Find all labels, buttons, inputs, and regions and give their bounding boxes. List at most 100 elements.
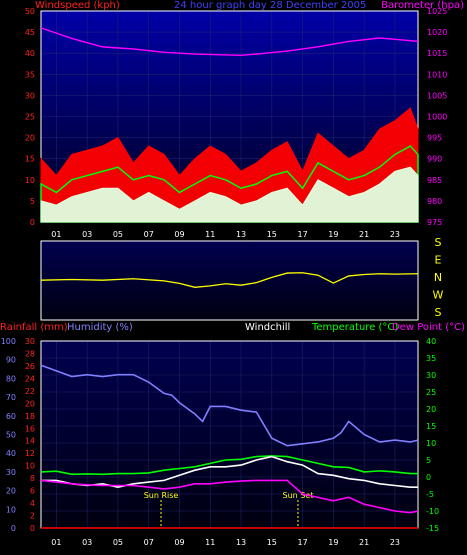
y-tick-rain: 20 bbox=[25, 399, 35, 408]
y-tick-right: 1025 bbox=[427, 7, 447, 16]
x-tick-label: 03 bbox=[82, 230, 92, 239]
y-tick-humidity: 90 bbox=[6, 356, 16, 365]
y-tick-temp: 0 bbox=[426, 473, 431, 482]
y-tick-right: 980 bbox=[427, 197, 442, 206]
y-tick-rain: 12 bbox=[25, 449, 35, 458]
sun-marker-label: Sun Set bbox=[283, 491, 314, 500]
legend-rainfall: Rainfall (mm) bbox=[0, 322, 68, 333]
y-tick-humidity: 60 bbox=[6, 412, 16, 421]
y-tick-left: 10 bbox=[25, 176, 35, 185]
y-tick-right: 990 bbox=[427, 155, 442, 164]
series-line-humidity bbox=[40, 364, 419, 447]
y-tick-right: 1015 bbox=[427, 49, 447, 58]
y-tick-temp: 30 bbox=[426, 371, 436, 380]
x-tick-label: 01 bbox=[51, 230, 61, 239]
y-tick-temp: 20 bbox=[426, 405, 436, 414]
x-tick-label: 23 bbox=[390, 538, 400, 547]
direction-tick: N bbox=[434, 271, 442, 284]
x-tick-label: 19 bbox=[328, 538, 338, 547]
x-tick-label: 03 bbox=[82, 538, 92, 547]
y-tick-temp: -10 bbox=[426, 507, 439, 516]
legend-windchill: Windchill bbox=[245, 322, 290, 333]
x-tick-label: 15 bbox=[267, 230, 277, 239]
y-tick-left: 20 bbox=[25, 134, 35, 143]
series-line-direction bbox=[40, 272, 419, 288]
y-tick-humidity: 70 bbox=[6, 393, 16, 402]
x-tick-label: 13 bbox=[236, 230, 246, 239]
y-tick-right: 975 bbox=[427, 218, 442, 227]
plot-area-climate bbox=[41, 341, 418, 528]
y-axis-label-left: Windspeed (kph) bbox=[35, 0, 120, 11]
y-tick-left: 15 bbox=[25, 155, 35, 164]
y-tick-left: 50 bbox=[25, 7, 35, 16]
y-tick-rain: 14 bbox=[25, 437, 35, 446]
y-tick-temp: 25 bbox=[426, 388, 436, 397]
x-tick-label: 21 bbox=[359, 538, 369, 547]
series-line-windchill bbox=[41, 455, 418, 489]
legend-temperature: Temperature (°C) bbox=[311, 322, 398, 333]
series-line-barometer bbox=[40, 27, 419, 57]
y-tick-left: 0 bbox=[30, 218, 35, 227]
y-tick-rain: 16 bbox=[25, 424, 35, 433]
y-axis-label-right: Barometer (hpa) bbox=[381, 0, 464, 11]
y-tick-humidity: 100 bbox=[1, 337, 16, 346]
y-tick-temp: 10 bbox=[426, 439, 436, 448]
x-tick-label: 13 bbox=[236, 538, 246, 547]
direction-tick: S bbox=[435, 306, 442, 319]
y-tick-rain: 18 bbox=[25, 412, 35, 421]
y-tick-humidity: 0 bbox=[11, 524, 16, 533]
series-line-dew-point bbox=[40, 479, 419, 514]
y-tick-humidity: 80 bbox=[6, 374, 16, 383]
direction-tick: W bbox=[433, 289, 444, 302]
x-tick-label: 15 bbox=[267, 538, 277, 547]
y-tick-humidity: 40 bbox=[6, 449, 16, 458]
y-tick-humidity: 30 bbox=[6, 468, 16, 477]
x-tick-label: 05 bbox=[113, 230, 123, 239]
x-tick-label: 07 bbox=[144, 538, 154, 547]
y-tick-temp: 35 bbox=[426, 354, 436, 363]
y-tick-left: 45 bbox=[25, 28, 35, 37]
y-tick-humidity: 50 bbox=[6, 431, 16, 440]
x-tick-label: 09 bbox=[174, 230, 184, 239]
legend-dewpoint: Dew Point (°C) bbox=[392, 322, 465, 333]
legend-humidity: Humidity (%) bbox=[67, 322, 133, 333]
y-tick-temp: 15 bbox=[426, 422, 436, 431]
x-tick-label: 19 bbox=[328, 230, 338, 239]
series-line-temperature bbox=[40, 455, 418, 476]
y-tick-right: 1020 bbox=[427, 28, 447, 37]
y-tick-right: 1000 bbox=[427, 113, 447, 122]
y-tick-left: 25 bbox=[25, 113, 35, 122]
y-tick-rain: 2 bbox=[30, 512, 35, 521]
y-tick-temp: -15 bbox=[426, 524, 439, 533]
y-tick-humidity: 20 bbox=[6, 487, 16, 496]
x-tick-label: 05 bbox=[113, 538, 123, 547]
x-tick-label: 21 bbox=[359, 230, 369, 239]
y-tick-left: 40 bbox=[25, 49, 35, 58]
y-tick-temp: 5 bbox=[426, 456, 431, 465]
x-tick-label: 17 bbox=[297, 230, 307, 239]
y-tick-humidity: 10 bbox=[6, 505, 16, 514]
direction-tick: E bbox=[435, 254, 442, 267]
y-tick-rain: 4 bbox=[30, 499, 35, 508]
sun-marker-label: Sun Rise bbox=[144, 491, 179, 500]
y-tick-rain: 28 bbox=[25, 349, 35, 358]
x-tick-label: 07 bbox=[144, 230, 154, 239]
y-tick-left: 35 bbox=[25, 70, 35, 79]
y-tick-temp: -5 bbox=[426, 490, 434, 499]
direction-tick: S bbox=[435, 236, 442, 249]
series-windspeed bbox=[40, 166, 419, 223]
x-tick-label: 11 bbox=[205, 230, 215, 239]
y-tick-right: 985 bbox=[427, 176, 442, 185]
y-tick-right: 995 bbox=[427, 134, 442, 143]
chart-title: 24 hour graph day 28 December 2005 bbox=[174, 0, 366, 11]
y-tick-rain: 0 bbox=[30, 524, 35, 533]
y-tick-rain: 10 bbox=[25, 462, 35, 471]
x-tick-label: 09 bbox=[174, 538, 184, 547]
y-tick-right: 1010 bbox=[427, 70, 447, 79]
x-tick-label: 23 bbox=[390, 230, 400, 239]
y-tick-rain: 8 bbox=[30, 474, 35, 483]
y-tick-rain: 22 bbox=[25, 387, 35, 396]
x-tick-label: 01 bbox=[51, 538, 61, 547]
y-tick-rain: 24 bbox=[25, 374, 35, 383]
